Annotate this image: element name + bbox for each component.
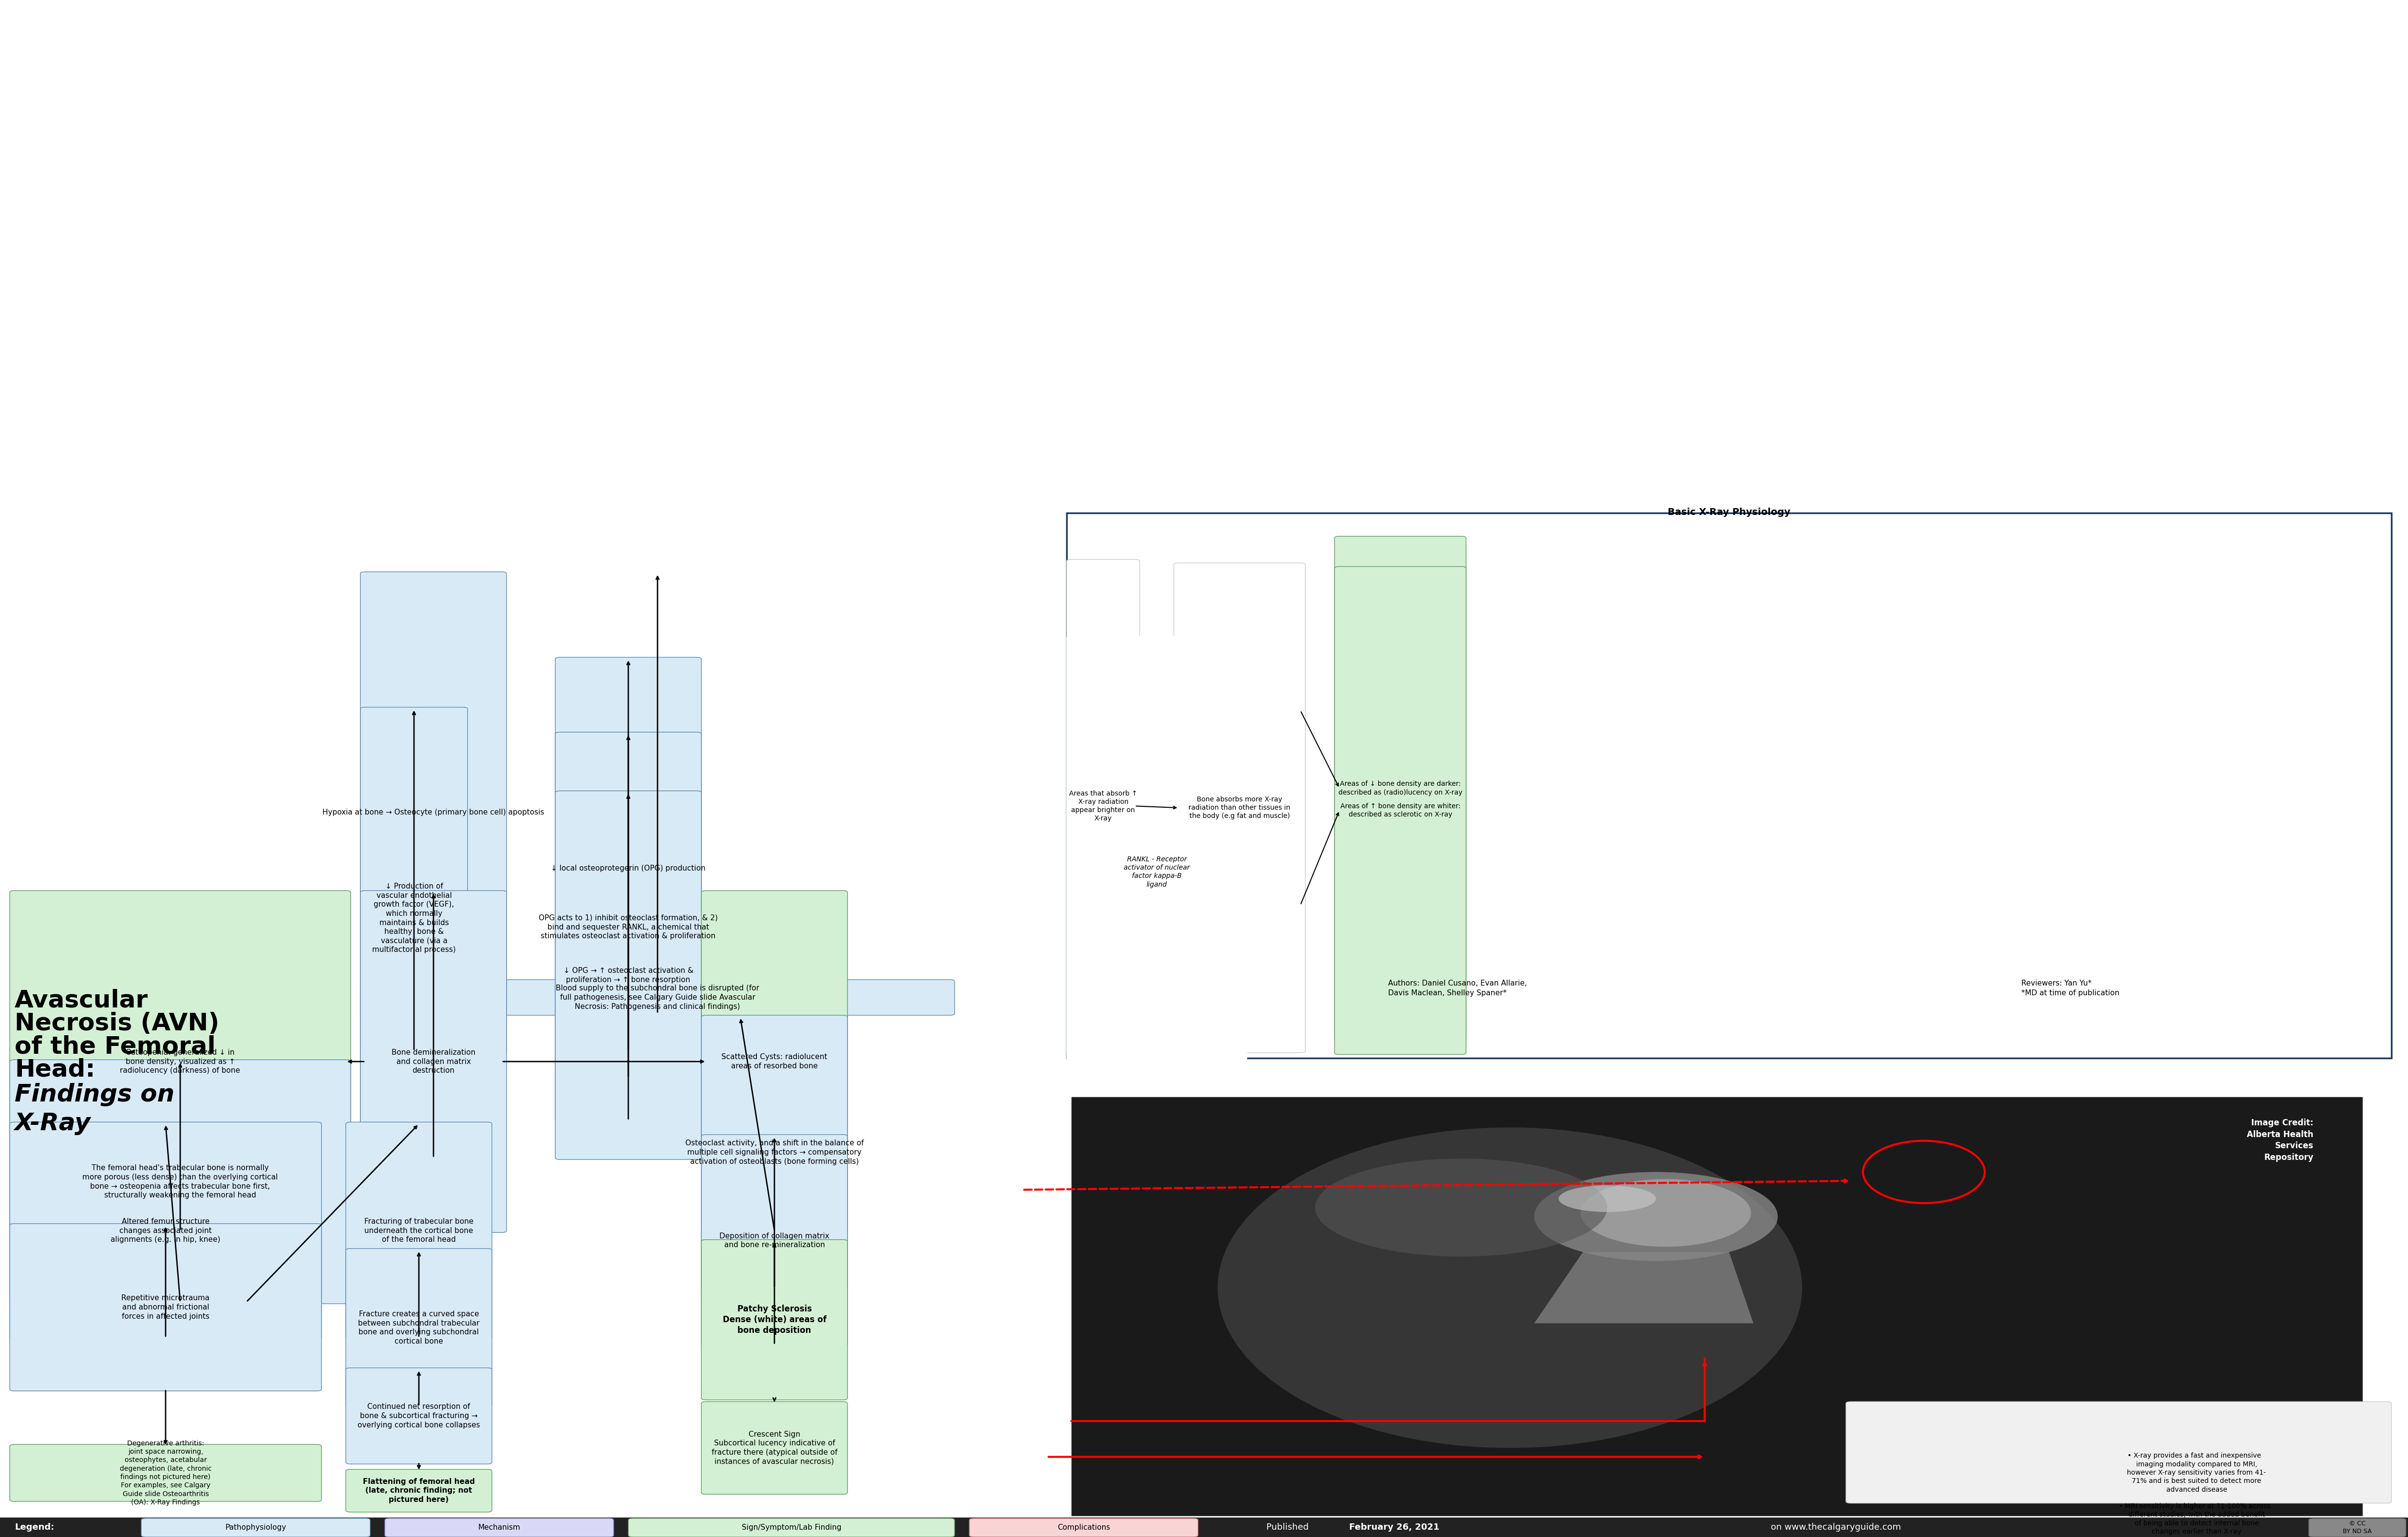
Ellipse shape [1534, 1171, 1777, 1260]
FancyBboxPatch shape [556, 732, 701, 1122]
Text: Complications: Complications [1057, 1525, 1110, 1531]
FancyBboxPatch shape [1067, 513, 2391, 1057]
FancyBboxPatch shape [1067, 559, 1139, 1053]
Ellipse shape [1315, 1159, 1606, 1257]
FancyBboxPatch shape [628, 1519, 954, 1537]
FancyBboxPatch shape [347, 1368, 491, 1463]
FancyBboxPatch shape [10, 1061, 352, 1303]
Text: Scattered Cysts: radiolucent
areas of resorbed bone: Scattered Cysts: radiolucent areas of re… [722, 1053, 828, 1070]
Text: of the Femoral: of the Femoral [14, 1034, 217, 1057]
FancyBboxPatch shape [556, 658, 701, 1079]
Text: Pathophysiology: Pathophysiology [226, 1525, 287, 1531]
FancyBboxPatch shape [1847, 1402, 2391, 1503]
Text: © CC
BY ND SA: © CC BY ND SA [2343, 1520, 2372, 1535]
Text: ↓ OPG → ↑ osteoclast activation &
proliferation → ↑ bone resorption: ↓ OPG → ↑ osteoclast activation & prolif… [563, 967, 694, 984]
Text: Necrosis (AVN): Necrosis (AVN) [14, 1011, 219, 1034]
Text: Degenerative arthritis:
joint space narrowing,
osteophytes, acetabular
degenerat: Degenerative arthritis: joint space narr… [120, 1440, 212, 1506]
Text: Deposition of collagen matrix
and bone re-mineralization: Deposition of collagen matrix and bone r… [720, 1233, 828, 1248]
FancyBboxPatch shape [1334, 567, 1466, 1054]
Text: The femoral head's trabecular bone is normally
more porous (less dense) than the: The femoral head's trabecular bone is no… [82, 1165, 277, 1199]
Text: ↓ local osteoprotegerin (OPG) production: ↓ local osteoprotegerin (OPG) production [551, 865, 706, 871]
FancyBboxPatch shape [347, 1469, 491, 1512]
Text: Bone absorbs more X-ray
radiation than other tissues in
the body (e.g fat and mu: Bone absorbs more X-ray radiation than o… [1190, 796, 1291, 819]
Text: Blood supply to the subchondral bone is disrupted (for
full pathogenesis, see Ca: Blood supply to the subchondral bone is … [556, 985, 759, 1010]
FancyBboxPatch shape [361, 572, 506, 1053]
Ellipse shape [1558, 1185, 1657, 1213]
Text: Repetitive microtrauma
and abnormal frictional
forces in affected joints: Repetitive microtrauma and abnormal fric… [120, 1294, 209, 1320]
Text: Head:: Head: [14, 1057, 96, 1082]
FancyBboxPatch shape [361, 979, 954, 1016]
Text: Avascular: Avascular [14, 988, 149, 1011]
FancyBboxPatch shape [385, 1519, 614, 1537]
Text: Fracture creates a curved space
between subchondral trabecular
bone and overlyin: Fracture creates a curved space between … [359, 1311, 479, 1345]
Text: Mechanism: Mechanism [479, 1525, 520, 1531]
FancyBboxPatch shape [701, 1402, 848, 1494]
FancyBboxPatch shape [142, 1519, 371, 1537]
Bar [0, 1517, 2408, 1537]
Bar [1072, 1097, 2362, 1515]
FancyBboxPatch shape [1067, 636, 1247, 1108]
Text: Basic X-Ray Physiology: Basic X-Ray Physiology [1669, 507, 1792, 516]
Text: Areas of ↑ bone density are whiter:
described as sclerotic on X-ray: Areas of ↑ bone density are whiter: desc… [1341, 802, 1459, 818]
Text: Areas of ↓ bone density are darker:
described as (radio)lucency on X-ray: Areas of ↓ bone density are darker: desc… [1339, 781, 1462, 796]
FancyBboxPatch shape [10, 1223, 320, 1391]
FancyBboxPatch shape [10, 1445, 320, 1502]
Text: Crescent Sign
Subcortical lucency indicative of
fracture there (atypical outside: Crescent Sign Subcortical lucency indica… [710, 1431, 838, 1465]
FancyBboxPatch shape [10, 890, 352, 1233]
Text: on www.thecalgaryguide.com: on www.thecalgaryguide.com [1767, 1523, 1900, 1531]
FancyBboxPatch shape [2309, 1519, 2406, 1537]
Text: Sign/Symptom/Lab Finding: Sign/Symptom/Lab Finding [742, 1525, 840, 1531]
Text: Altered femur structure
changes associated joint
alignments (e.g. in hip, knee): Altered femur structure changes associat… [111, 1217, 222, 1243]
Text: Areas that absorb ↑
X-ray radiation
appear brighter on
X-ray: Areas that absorb ↑ X-ray radiation appe… [1069, 790, 1137, 822]
Text: Osteoclast activity, and a shift in the balance of
multiple cell signaling facto: Osteoclast activity, and a shift in the … [686, 1139, 864, 1165]
FancyBboxPatch shape [701, 1016, 848, 1290]
Ellipse shape [1218, 1128, 1801, 1448]
Text: Authors: Daniel Cusano, Evan Allarie,
Davis Maclean, Shelley Spaner*: Authors: Daniel Cusano, Evan Allarie, Da… [1387, 979, 1527, 996]
FancyBboxPatch shape [1334, 536, 1466, 1041]
Text: OPG acts to 1) inhibit osteoclast formation, & 2)
bind and sequester RANKL, a ch: OPG acts to 1) inhibit osteoclast format… [539, 915, 718, 939]
Text: RANKL - Receptor
activator of nuclear
factor kappa-B
ligand: RANKL - Receptor activator of nuclear fa… [1125, 856, 1190, 888]
FancyBboxPatch shape [347, 1122, 491, 1339]
Text: Patchy Sclerosis
Dense (white) areas of
bone deposition: Patchy Sclerosis Dense (white) areas of … [722, 1305, 826, 1336]
Text: Osteopenia: generalized ↓ in
bone density, visualized as ↑
radiolucency (darknes: Osteopenia: generalized ↓ in bone densit… [120, 1048, 241, 1074]
Text: Findings on
X-Ray: Findings on X-Ray [14, 1084, 173, 1136]
Text: Hypoxia at bone → Osteocyte (primary bone cell) apoptosis: Hypoxia at bone → Osteocyte (primary bon… [323, 808, 544, 816]
Text: Continued net resorption of
bone & subcortical fracturing →
overlying cortical b: Continued net resorption of bone & subco… [359, 1403, 479, 1428]
Text: Fracturing of trabecular bone
underneath the cortical bone
of the femoral head: Fracturing of trabecular bone underneath… [364, 1217, 474, 1243]
Text: Bone demineralization
and collagen matrix
destruction: Bone demineralization and collagen matri… [393, 1048, 474, 1074]
Text: Image Credit:
Alberta Health
Services
Repository: Image Credit: Alberta Health Services Re… [2247, 1119, 2314, 1162]
Text: Reviewers: Yan Yu*
*MD at time of publication: Reviewers: Yan Yu* *MD at time of public… [2020, 979, 2119, 996]
Text: Flattening of femoral head
(late, chronic finding; not
pictured here): Flattening of femoral head (late, chroni… [364, 1479, 474, 1503]
FancyBboxPatch shape [361, 890, 506, 1233]
FancyBboxPatch shape [1173, 563, 1305, 1053]
FancyBboxPatch shape [556, 792, 701, 1159]
Text: Legend:: Legend: [14, 1523, 55, 1531]
Text: • X-ray provides a fast and inexpensive
  imaging modality compared to MRI,
  ho: • X-ray provides a fast and inexpensive … [2119, 1452, 2271, 1535]
Text: February 26, 2021: February 26, 2021 [1348, 1523, 1440, 1531]
Text: Published: Published [1267, 1523, 1312, 1531]
FancyBboxPatch shape [347, 1248, 491, 1406]
FancyBboxPatch shape [10, 1122, 320, 1339]
FancyBboxPatch shape [701, 1240, 848, 1400]
Ellipse shape [1580, 1179, 1751, 1247]
Polygon shape [1534, 1253, 1753, 1323]
Text: ↓ Production of
vascular endothelial
growth factor (VEGF),
which normally
mainta: ↓ Production of vascular endothelial gro… [373, 882, 455, 953]
FancyBboxPatch shape [701, 890, 848, 1233]
FancyBboxPatch shape [970, 1519, 1199, 1537]
FancyBboxPatch shape [361, 707, 467, 1130]
FancyBboxPatch shape [701, 1134, 848, 1346]
